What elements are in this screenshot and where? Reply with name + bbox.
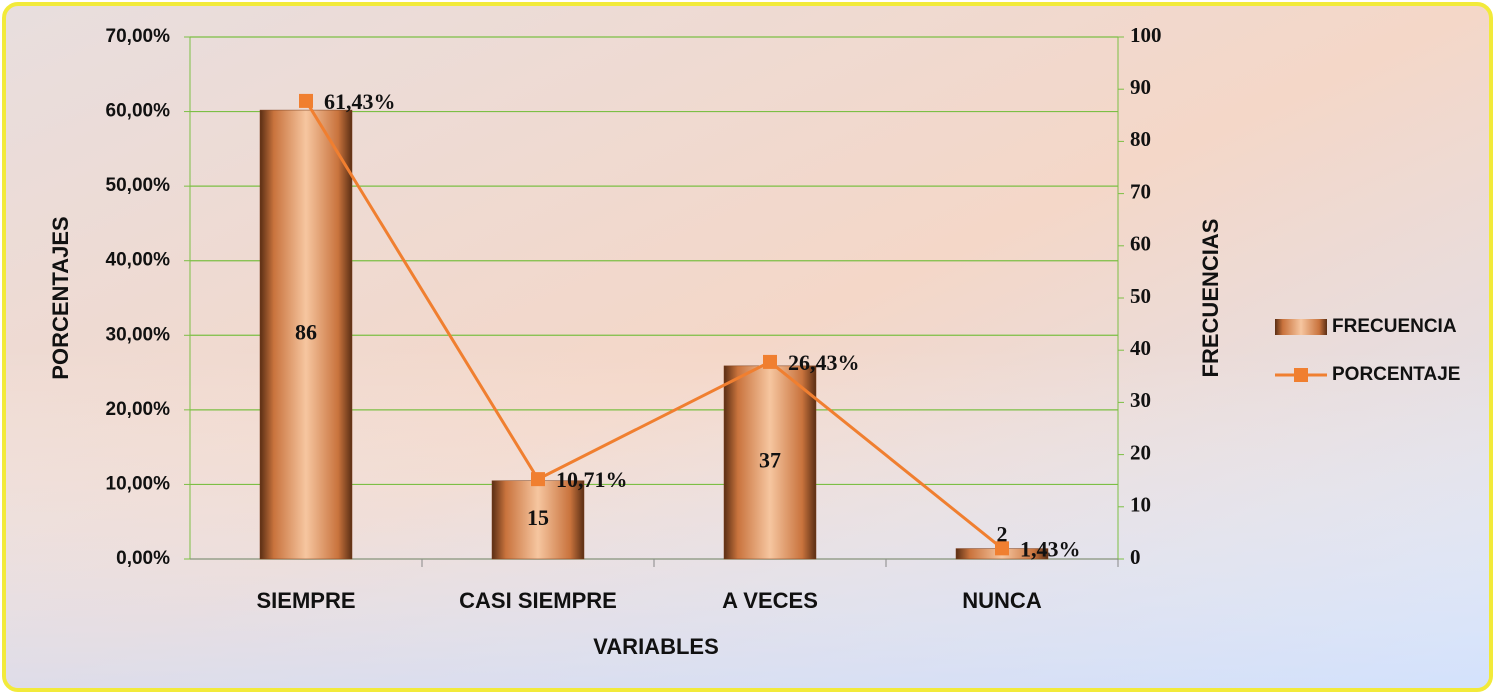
y-tick-label: 30,00% — [106, 324, 171, 345]
legend-swatch — [1275, 319, 1327, 335]
y2-tick-label: 60 — [1130, 232, 1151, 256]
x-axis-title: VARIABLES — [593, 634, 719, 659]
bar — [259, 109, 353, 560]
legend-swatch-marker — [1294, 368, 1308, 382]
y2-tick-label: 30 — [1130, 388, 1151, 412]
x-tick-label: A VECES — [722, 588, 818, 613]
y-axis-title: PORCENTAJES — [48, 216, 73, 379]
y2-tick-label: 80 — [1130, 127, 1151, 151]
line-marker — [299, 93, 313, 108]
y2-tick-label: 40 — [1130, 336, 1151, 360]
line-value-label: 61,43% — [324, 89, 396, 114]
x-tick-label: NUNCA — [962, 588, 1042, 613]
line-marker — [995, 541, 1009, 556]
bar-value-label: 86 — [295, 320, 317, 345]
y2-tick-label: 50 — [1130, 284, 1151, 308]
x-tick-label: SIEMPRE — [256, 588, 355, 613]
y2-tick-label: 10 — [1130, 493, 1151, 517]
legend-label: FRECUENCIA — [1332, 316, 1457, 337]
y-tick-label: 60,00% — [106, 101, 171, 122]
y2-axis-title: FRECUENCIAS — [1198, 219, 1223, 378]
line-value-label: 10,71% — [556, 467, 628, 492]
line-marker — [531, 472, 545, 487]
legend-label: PORCENTAJE — [1332, 364, 1460, 385]
y2-tick-label: 20 — [1130, 440, 1151, 464]
bar — [491, 480, 585, 560]
bar-value-label: 2 — [997, 522, 1008, 547]
bar — [723, 365, 817, 560]
y2-tick-label: 100 — [1130, 23, 1162, 47]
bar-value-label: 15 — [527, 505, 549, 530]
bar-value-label: 37 — [759, 447, 781, 472]
y-tick-label: 50,00% — [106, 175, 171, 196]
line-marker — [763, 354, 777, 369]
line-value-label: 26,43% — [788, 350, 860, 375]
y-tick-label: 70,00% — [106, 26, 171, 47]
x-tick-label: CASI SIEMPRE — [459, 588, 617, 613]
y2-tick-label: 70 — [1130, 179, 1151, 203]
y-tick-label: 20,00% — [106, 399, 171, 420]
y-tick-label: 10,00% — [106, 473, 171, 494]
y-tick-label: 0,00% — [116, 548, 170, 569]
y2-tick-label: 0 — [1130, 545, 1141, 569]
background-overlay — [6, 6, 1489, 688]
y-tick-label: 40,00% — [106, 250, 171, 271]
line — [304, 100, 1003, 550]
line-value-label: 1,43% — [1020, 536, 1081, 561]
y2-tick-label: 90 — [1130, 75, 1151, 99]
